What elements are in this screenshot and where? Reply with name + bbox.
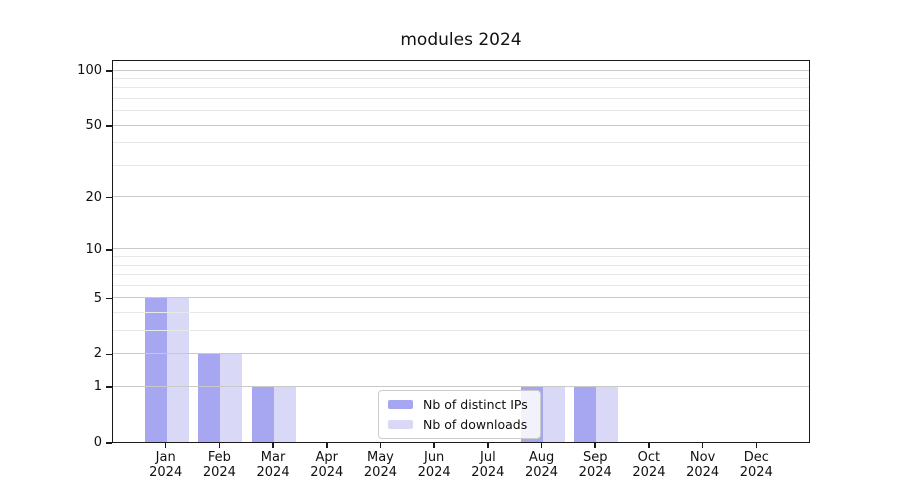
gridline-minor	[113, 329, 809, 331]
gridline-major	[113, 248, 809, 250]
x-tick-year: 2024	[149, 465, 183, 480]
bar-downloads	[596, 386, 619, 442]
x-tick-year: 2024	[686, 465, 720, 480]
x-tick-label: Mar 2024	[243, 450, 303, 480]
y-tick-mark	[106, 297, 112, 300]
x-tick-year: 2024	[632, 465, 666, 480]
legend-label: Nb of distinct IPs	[423, 397, 528, 412]
gridline-minor	[113, 284, 809, 286]
x-tick-mark	[433, 443, 435, 448]
x-tick-year: 2024	[256, 465, 290, 480]
x-tick-year: 2024	[363, 465, 397, 480]
gridline-minor	[113, 164, 809, 166]
x-tick-label: Jan 2024	[136, 450, 196, 480]
gridline-minor	[113, 87, 809, 89]
bar-distinct-ips	[198, 353, 221, 442]
chart-title: modules 2024	[400, 30, 522, 50]
x-tick-label: Apr 2024	[297, 450, 357, 480]
legend: Nb of distinct IPs Nb of downloads	[378, 390, 541, 439]
x-tick-label: May 2024	[350, 450, 410, 480]
y-tick-mark	[106, 386, 112, 388]
gridline-minor	[113, 256, 809, 257]
bar-downloads	[166, 297, 189, 442]
bar-distinct-ips	[252, 386, 275, 442]
x-tick-mark	[594, 443, 596, 448]
x-tick-mark	[272, 443, 274, 448]
legend-item-downloads: Nb of downloads	[388, 416, 528, 433]
legend-swatch-downloads	[388, 420, 413, 429]
y-tick-mark	[106, 125, 112, 127]
y-tick-label: 50	[85, 118, 102, 134]
x-tick-label: Oct 2024	[619, 450, 679, 480]
bar-downloads	[220, 353, 243, 442]
x-tick-mark	[648, 443, 650, 448]
x-tick-mark	[218, 443, 221, 448]
gridline-minor	[113, 98, 809, 100]
x-tick-label: Dec 2024	[726, 450, 786, 480]
gridline-major	[113, 196, 809, 198]
bar-distinct-ips	[144, 297, 167, 442]
x-tick-year: 2024	[417, 465, 451, 480]
legend-swatch-distinct-ips	[388, 400, 413, 409]
x-tick-label: Feb 2024	[189, 450, 249, 480]
gridline-minor	[113, 273, 809, 275]
plot-area	[112, 60, 810, 443]
x-tick-year: 2024	[310, 465, 344, 480]
y-tick-label: 0	[93, 435, 102, 450]
gridline-minor	[113, 264, 809, 266]
legend-label: Nb of downloads	[423, 417, 528, 432]
x-tick-year: 2024	[524, 465, 559, 480]
x-tick-mark	[379, 443, 382, 448]
bar-downloads	[542, 386, 565, 442]
x-tick-mark	[540, 443, 543, 448]
bar-downloads	[274, 386, 297, 442]
y-tick-mark	[106, 442, 112, 444]
y-tick-label: 2	[93, 346, 102, 362]
gridline-minor	[113, 110, 809, 112]
x-tick-year: 2024	[471, 465, 505, 480]
legend-item-distinct-ips: Nb of distinct IPs	[388, 396, 528, 413]
x-tick-mark	[326, 443, 328, 448]
bar-distinct-ips	[574, 386, 597, 442]
gridline-major	[113, 124, 809, 126]
x-tick-mark	[701, 443, 704, 448]
gridline-major	[113, 297, 809, 299]
y-tick-label: 1	[93, 379, 102, 395]
x-tick-year: 2024	[578, 465, 612, 480]
x-tick-mark	[164, 443, 167, 448]
y-tick-label: 20	[85, 189, 102, 205]
x-tick-label: Jul 2024	[458, 450, 518, 480]
y-tick-mark	[106, 353, 112, 356]
gridline-minor	[113, 78, 809, 80]
x-tick-year: 2024	[739, 465, 773, 480]
y-tick-mark	[106, 70, 112, 72]
y-tick-label: 5	[93, 290, 102, 306]
y-tick-mark	[106, 196, 112, 199]
x-tick-label: Jun 2024	[404, 450, 464, 480]
x-tick-label: Nov 2024	[673, 450, 733, 480]
gridline-minor	[113, 311, 809, 313]
gridline-minor	[113, 142, 809, 144]
y-tick-label: 100	[77, 63, 102, 79]
x-tick-label: Sep 2024	[565, 450, 625, 480]
x-tick-mark	[487, 443, 489, 448]
x-tick-mark	[755, 443, 758, 448]
x-tick-label: Aug 2024	[512, 450, 572, 480]
x-tick-year: 2024	[202, 465, 236, 480]
y-tick-mark	[106, 249, 112, 251]
y-tick-label: 10	[85, 241, 102, 257]
gridline-major	[113, 69, 809, 71]
